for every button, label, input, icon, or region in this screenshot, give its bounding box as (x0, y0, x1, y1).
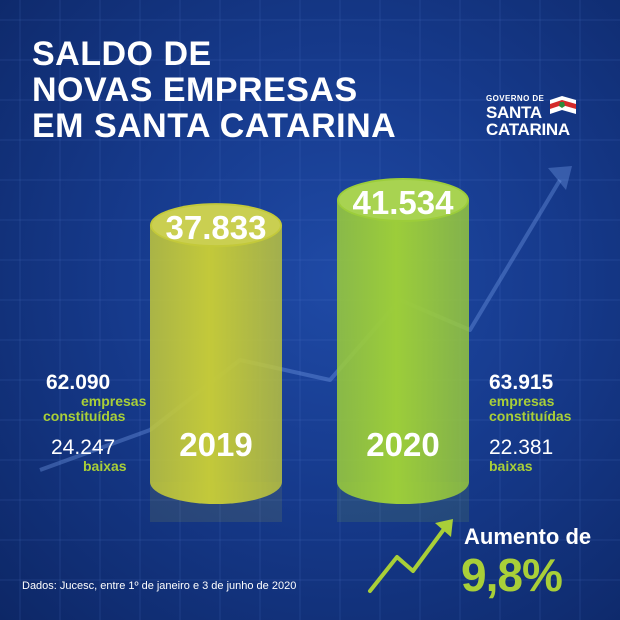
category-label: 2020 (366, 426, 439, 463)
title-line-3: EM SANTA CATARINA (32, 107, 397, 145)
flag-icon (550, 96, 576, 114)
bar-top-highlight (152, 205, 280, 246)
baixas-2019-label: baixas (83, 458, 127, 474)
baixas-2020-value: 22.381 (489, 436, 554, 459)
constituidas-2019-value: 62.090 (46, 371, 111, 394)
bar-top (337, 178, 469, 222)
government-logo: GOVERNO DE SANTA CATARINA (486, 94, 586, 140)
bar-body (337, 200, 469, 504)
logo-text-small: GOVERNO DE (486, 94, 545, 103)
bar-top-highlight (339, 180, 467, 220)
bar-2020: 41.534 2020 (337, 178, 469, 522)
increase-label: Aumento de (464, 524, 592, 549)
title-line-1: SALDO DE (32, 35, 212, 73)
constituidas-2020-value: 63.915 (489, 371, 554, 394)
constituidas-2020-label-2: constituídas (489, 408, 572, 424)
baixas-2020-label: baixas (489, 458, 533, 474)
logo-text-catarina: CATARINA (486, 120, 570, 139)
constituidas-2020-label-1: empresas (489, 393, 555, 409)
increase-value: 9,8% (461, 549, 563, 601)
bar-top (150, 203, 282, 248)
page-title: SALDO DE NOVAS EMPRESAS EM SANTA CATARIN… (32, 36, 396, 144)
logo-text-santa: SANTA (486, 103, 542, 122)
bar-value-label: 37.833 (166, 209, 267, 246)
baixas-2019-value: 24.247 (51, 436, 116, 459)
constituidas-2019-label-1: empresas (81, 393, 147, 409)
source-note: Dados: Jucesc, entre 1º de janeiro e 3 d… (22, 580, 297, 592)
category-label: 2019 (179, 426, 252, 463)
trend-arrow-icon (368, 519, 453, 593)
bar-body (150, 225, 282, 505)
bar-2019: 37.833 2019 (150, 203, 282, 522)
background-trend-arrowhead (548, 166, 572, 190)
bar-value-label: 41.534 (353, 184, 455, 221)
constituidas-2019-label-2: constituídas (43, 408, 126, 424)
title-line-2: NOVAS EMPRESAS (32, 71, 358, 109)
